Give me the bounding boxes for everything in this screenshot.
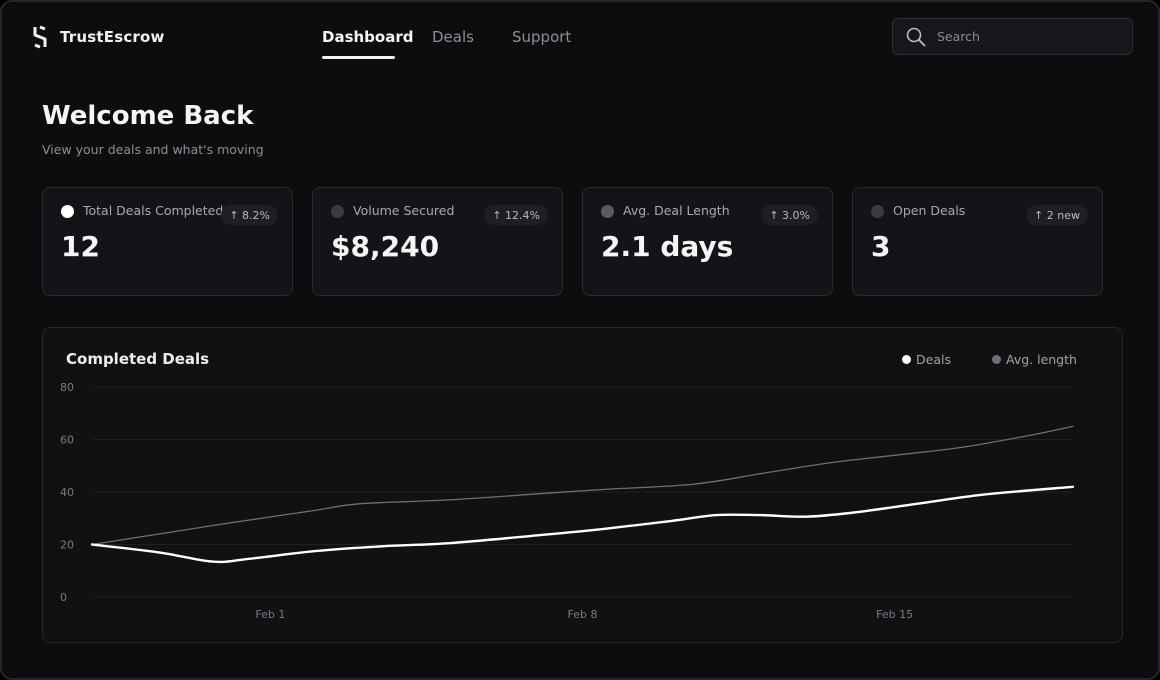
escrow-s-logo-icon <box>33 25 47 49</box>
legend-item-avg-length[interactable]: Avg. length <box>992 352 1077 367</box>
nav-tab-support[interactable]: Support <box>512 28 572 46</box>
brand-logo[interactable]: TrustEscrow <box>32 24 165 50</box>
stat-card-open-deals[interactable]: Open Deals ↑ 2 new 3 <box>852 187 1103 296</box>
completed-deals-chart-card <box>42 327 1123 643</box>
page-title: Welcome Back <box>42 101 254 131</box>
search-input[interactable] <box>937 29 1117 44</box>
y-tick-label: 60 <box>60 434 74 447</box>
stat-label: Volume Secured <box>353 203 455 218</box>
legend-dot-icon <box>992 355 1001 364</box>
stat-value: 3 <box>871 230 891 263</box>
legend-dot-icon <box>902 355 911 364</box>
y-tick-label: 20 <box>60 539 74 552</box>
brand-name: TrustEscrow <box>60 28 165 46</box>
stat-value: 2.1 days <box>601 230 734 263</box>
stat-value: $8,240 <box>331 230 440 263</box>
page-subtitle: View your deals and what's moving <box>42 142 264 157</box>
nav-tab-deals[interactable]: Deals <box>432 28 474 46</box>
active-tab-indicator <box>322 56 395 59</box>
legend-label: Avg. length <box>1006 352 1077 367</box>
y-tick-label: 0 <box>60 591 67 604</box>
search-icon <box>906 27 926 46</box>
chart-title: Completed Deals <box>66 350 210 368</box>
search-box[interactable] <box>892 18 1133 55</box>
legend-label: Deals <box>916 352 951 367</box>
y-tick-label: 40 <box>60 486 74 499</box>
series-line-avg-length <box>91 425 1074 546</box>
stat-value: 12 <box>61 230 100 263</box>
trend-badge: ↑ 3.0% <box>761 205 818 225</box>
trend-badge: ↑ 2 new <box>1026 205 1088 225</box>
trend-badge: ↑ 8.2% <box>221 205 278 225</box>
x-tick-label: Feb 8 <box>568 608 598 621</box>
trend-badge: ↑ 12.4% <box>484 205 548 225</box>
stat-card-avg-deal-length[interactable]: Avg. Deal Length ↑ 3.0% 2.1 days <box>582 187 833 296</box>
y-tick-label: 80 <box>60 381 74 394</box>
stat-label: Open Deals <box>893 203 966 218</box>
series-line-deals <box>90 485 1075 564</box>
legend-item-deals[interactable]: Deals <box>902 352 951 367</box>
stat-dot-icon <box>331 205 344 218</box>
stat-dot-icon <box>601 205 614 218</box>
x-tick-label: Feb 15 <box>876 608 913 621</box>
stat-dot-icon <box>61 205 74 218</box>
stat-card-volume-secured[interactable]: Volume Secured ↑ 12.4% $8,240 <box>312 187 563 296</box>
stat-label: Avg. Deal Length <box>623 203 730 218</box>
stat-dot-icon <box>871 205 884 218</box>
stat-label: Total Deals Completed <box>83 203 224 218</box>
nav-tab-dashboard[interactable]: Dashboard <box>322 28 414 46</box>
stat-card-total-deals[interactable]: Total Deals Completed ↑ 8.2% 12 <box>42 187 293 296</box>
x-tick-label: Feb 1 <box>255 608 285 621</box>
